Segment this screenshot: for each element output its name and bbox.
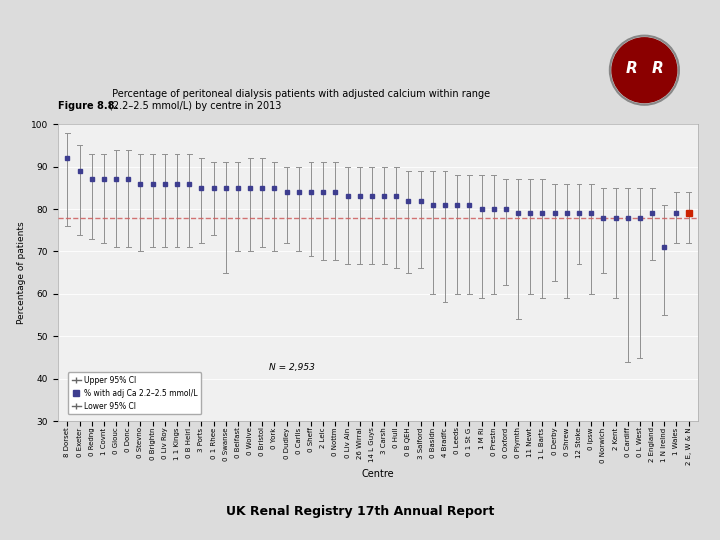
Text: Figure 8.8.: Figure 8.8. xyxy=(58,100,118,111)
Legend: Upper 95% CI, % with adj Ca 2.2–2.5 mmol/L, Lower 95% CI: Upper 95% CI, % with adj Ca 2.2–2.5 mmol… xyxy=(68,372,202,414)
Text: N = 2,953: N = 2,953 xyxy=(269,363,315,372)
Circle shape xyxy=(610,36,679,105)
Text: UK Renal Registry 17th Annual Report: UK Renal Registry 17th Annual Report xyxy=(226,505,494,518)
Circle shape xyxy=(612,38,677,103)
X-axis label: Centre: Centre xyxy=(361,469,395,479)
Text: Percentage of peritoneal dialysis patients with adjusted calcium within range
(2: Percentage of peritoneal dialysis patien… xyxy=(109,89,490,111)
Text: R: R xyxy=(652,61,663,76)
Text: R: R xyxy=(626,61,637,76)
Y-axis label: Percentage of patients: Percentage of patients xyxy=(17,221,27,324)
